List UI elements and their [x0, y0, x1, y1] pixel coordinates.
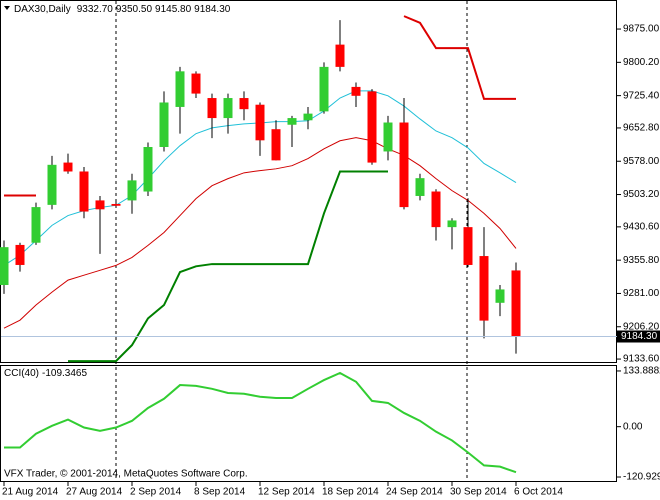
- candle-body: [431, 191, 441, 228]
- last-price-tag: 9184.30: [621, 331, 658, 342]
- y-tick-label: 9800.20: [623, 57, 660, 68]
- last-price-tag-bg: [617, 330, 660, 343]
- menu-icon[interactable]: [4, 6, 10, 10]
- open-value: 9332.70: [77, 4, 114, 15]
- x-tick-label: 6 Oct 2014: [514, 487, 563, 498]
- x-tick-label: 8 Sep 2014: [194, 487, 246, 498]
- candle-body: [479, 256, 489, 321]
- x-tick-label: 12 Sep 2014: [258, 487, 315, 498]
- candle-body: [303, 113, 313, 121]
- candle-body: [47, 164, 57, 205]
- indicator-line: [4, 15, 516, 197]
- indicator-line: [3, 137, 517, 329]
- x-tick-label: 30 Sep 2014: [450, 487, 507, 498]
- y-tick-label: 9652.80: [623, 123, 660, 134]
- candle-body: [95, 200, 105, 210]
- candle-body: [399, 122, 409, 208]
- high-value: 9350.50: [116, 4, 153, 15]
- candle-body: [111, 203, 121, 206]
- candle-body: [367, 91, 377, 163]
- chart-header: DAX30,Daily 9332.70 9350.50 9145.80 9184.30: [14, 4, 231, 15]
- symbol-title: DAX30,Daily: [14, 4, 71, 15]
- y-tick-label: 9355.80: [623, 255, 660, 266]
- candle-body: [351, 86, 361, 96]
- plot-layer: 9875.00 9800.20 9725.40 9652.80 9578.00 9503.…: [0, 15, 660, 498]
- candle-body: [191, 73, 201, 94]
- candle-body: [239, 98, 249, 110]
- cci-title: CCI(40): [4, 368, 39, 379]
- y-tick-label: 9725.40: [623, 90, 660, 101]
- y-tick-label: 9206.20: [623, 321, 660, 332]
- y-tick-label: 9578.00: [623, 156, 660, 167]
- y-tick-label: 9133.60: [623, 354, 660, 365]
- candle-body: [175, 71, 185, 107]
- candle-body: [319, 66, 329, 112]
- candle-body: [127, 180, 137, 201]
- candle-body: [415, 178, 425, 196]
- candle-body: [287, 118, 297, 125]
- y-tick-label: 9875.00: [623, 24, 660, 35]
- y-tick-label: -120.9291: [623, 472, 660, 483]
- y-tick-label: 0.00: [623, 421, 643, 432]
- candle-body: [207, 98, 217, 119]
- candle-body: [447, 220, 457, 228]
- candle-body: [495, 289, 505, 303]
- copyright: VFX Trader, © 2001-2014, MetaQuotes Soft…: [4, 469, 248, 480]
- x-tick-label: 18 Sep 2014: [322, 487, 379, 498]
- candle-body: [31, 207, 41, 243]
- candle-body: [335, 44, 345, 67]
- cci-header: CCI(40) -109.3465: [4, 368, 87, 379]
- candle-body: [63, 162, 73, 172]
- low-value: 9145.80: [155, 4, 192, 15]
- candle-body: [159, 102, 169, 148]
- candle-body: [383, 122, 393, 152]
- candle-body: [79, 171, 89, 212]
- y-tick-label: 9281.00: [623, 288, 660, 299]
- x-tick-label: 27 Aug 2014: [66, 487, 123, 498]
- cci-panel-frame: [0, 365, 617, 482]
- close-value: 9184.30: [194, 4, 231, 15]
- x-tick-label: 21 Aug 2014: [2, 487, 59, 498]
- candle-body: [0, 247, 9, 285]
- y-tick-label: 133.8882: [623, 366, 660, 377]
- indicator-line: [4, 371, 517, 474]
- y-tick-label: 9430.60: [623, 221, 660, 232]
- candle-body: [271, 129, 281, 161]
- candle-body: [463, 227, 473, 265]
- x-tick-label: 24 Sep 2014: [386, 487, 443, 498]
- cci-current: -109.3465: [42, 368, 87, 379]
- y-tick-label: 9503.20: [623, 189, 660, 200]
- indicator-line: [68, 170, 388, 363]
- candle-body: [15, 244, 25, 265]
- candle-body: [255, 104, 265, 141]
- candle-body: [143, 147, 153, 192]
- candle-body: [223, 98, 233, 119]
- candle-body: [511, 270, 521, 337]
- x-tick-label: 2 Sep 2014: [130, 487, 182, 498]
- main-panel-frame: [0, 0, 617, 363]
